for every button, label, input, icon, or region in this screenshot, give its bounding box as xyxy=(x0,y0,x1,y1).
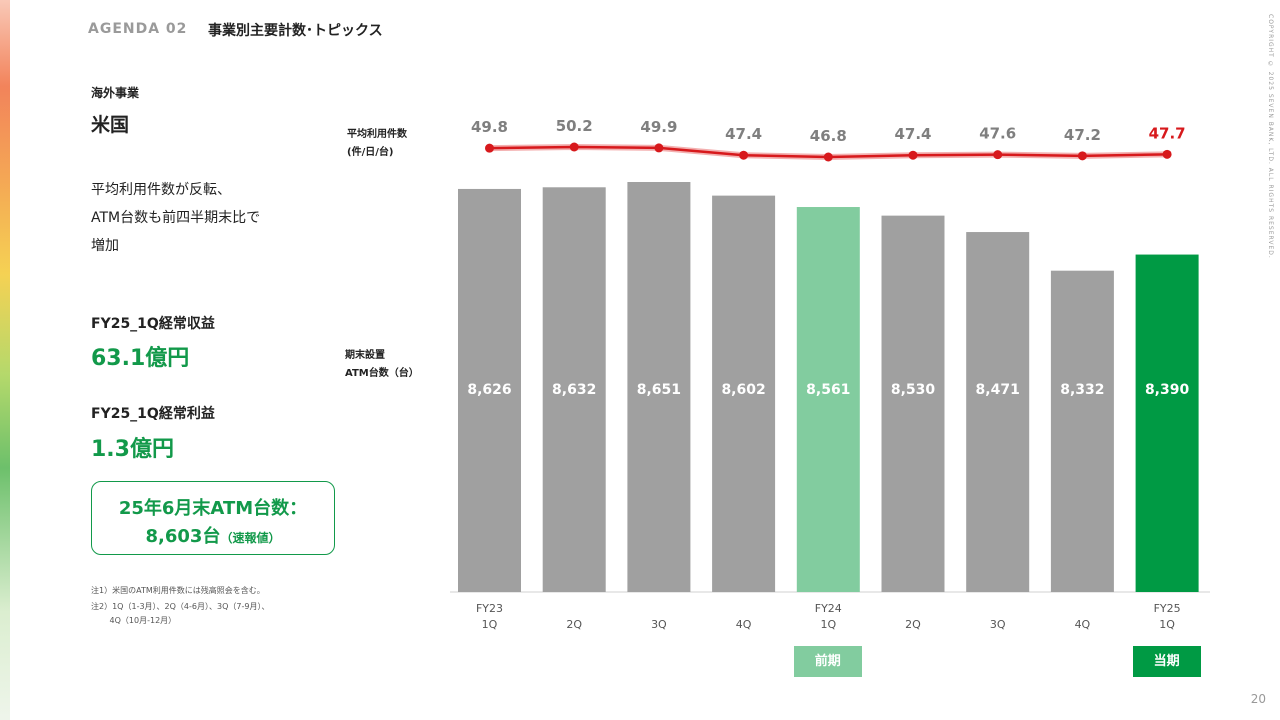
page-number: 20 xyxy=(1250,692,1266,706)
bar-value-label: 8,561 xyxy=(806,382,850,398)
copyright-notice: COPYRIGHT © 2025 SEVEN BANK, LTD. ALL RI… xyxy=(1267,14,1274,259)
badge-previous-period: 前期 xyxy=(793,646,862,677)
x-tick-label: 4Q xyxy=(736,618,752,631)
atm-count-callout: 25年6月末ATM台数： 8,603台（速報値） xyxy=(91,481,335,555)
line-point xyxy=(654,143,664,153)
line-value-label: 47.4 xyxy=(725,125,762,143)
bar xyxy=(458,188,521,592)
bar xyxy=(712,195,776,593)
atm-chart: 8,626 FY23 1Q 8,632 2Q 8,651 3Q 8,602 4Q 8,561 FY2… xyxy=(450,117,1210,631)
line-value-label: 47.4 xyxy=(894,125,931,143)
bar-value-label: 8,471 xyxy=(976,382,1020,398)
line-value-label: 47.7 xyxy=(1149,124,1186,142)
bar xyxy=(1050,270,1114,592)
summary-line: 平均利用件数が反転、 xyxy=(91,182,231,198)
line-axis-label: 平均利用件数 (件/日/台) xyxy=(347,126,407,162)
line-point xyxy=(569,142,579,152)
bar-value-label: 8,332 xyxy=(1060,382,1104,398)
line-value-label: 47.2 xyxy=(1064,126,1101,144)
note-1: 注1）米国のATM利用件数には残高照会を含む。 xyxy=(91,586,265,595)
bar-value-label: 8,530 xyxy=(891,382,936,398)
line-value-label: 50.2 xyxy=(556,117,593,135)
note-2: 注2）1Q（1-3月）、2Q（4-6月）、3Q（7-9月）、 xyxy=(91,602,270,611)
bar xyxy=(542,187,606,593)
line-point xyxy=(1162,149,1172,159)
note-3: 4Q（10月-12月） xyxy=(91,616,177,625)
bar-axis-label-line: ATM台数（台） xyxy=(345,368,419,379)
bar-axis-label-line: 期末設置 xyxy=(345,350,385,361)
x-tick-label: 1Q xyxy=(820,618,836,631)
bar xyxy=(966,232,1030,592)
x-tick-label: 2Q xyxy=(566,618,582,631)
x-tick-label: 1Q xyxy=(1159,618,1175,631)
bar xyxy=(796,207,860,592)
bar xyxy=(881,215,945,592)
line-point xyxy=(993,150,1003,160)
x-tick-label: 4Q xyxy=(1075,618,1091,631)
x-tick-label: FY25 xyxy=(1154,602,1181,615)
badge-current-period: 当期 xyxy=(1132,646,1201,677)
bar xyxy=(1135,254,1199,592)
line-value-label: 46.8 xyxy=(810,127,847,145)
callout-line1: 25年6月末ATM台数： xyxy=(118,498,308,519)
edge-gradient-strip xyxy=(0,0,10,720)
bar-value-label: 8,390 xyxy=(1145,382,1190,398)
bar-value-label: 8,632 xyxy=(552,382,596,398)
callout-count: 8,603台 xyxy=(145,526,221,547)
summary-line: ATM台数も前四半期末比で xyxy=(91,210,261,226)
segment-label: 海外事業 xyxy=(91,86,140,100)
bar xyxy=(627,182,691,592)
line-point xyxy=(1077,151,1087,161)
line-point xyxy=(485,143,494,153)
region-title: 米国 xyxy=(91,114,130,136)
x-tick-label: 2Q xyxy=(905,618,921,631)
page-title: 事業別主要計数･トピックス xyxy=(208,23,383,39)
revenue-value: 63.1億円 xyxy=(91,346,190,371)
x-tick-label: 3Q xyxy=(990,618,1006,631)
bar-value-label: 8,626 xyxy=(467,382,511,398)
line-axis-label-line: (件/日/台) xyxy=(347,147,394,158)
x-tick-label: FY23 xyxy=(476,602,503,615)
line-value-label: 49.9 xyxy=(640,118,677,136)
profit-value: 1.3億円 xyxy=(91,437,174,462)
bar-value-label: 8,602 xyxy=(721,382,765,398)
line-axis-label-line: 平均利用件数 xyxy=(347,129,407,140)
summary-text: 平均利用件数が反転、 ATM台数も前四半期末比で 増加 xyxy=(91,176,331,260)
x-tick-label: 3Q xyxy=(651,618,667,631)
x-tick-label: 1Q xyxy=(482,618,498,631)
line-point xyxy=(908,150,918,160)
line-value-label: 47.6 xyxy=(979,125,1016,143)
bar-value-label: 8,651 xyxy=(637,382,681,398)
callout-preliminary: （速報値） xyxy=(220,531,281,545)
line-point xyxy=(739,150,749,160)
agenda-label: AGENDA 02 xyxy=(88,21,188,37)
x-tick-label: FY24 xyxy=(815,602,842,615)
callout-line2: 8,603台（速報値） xyxy=(92,522,334,548)
line-value-label: 49.8 xyxy=(471,118,508,136)
profit-label: FY25_1Q経常利益 xyxy=(91,406,215,422)
summary-line: 増加 xyxy=(91,238,119,254)
line-point xyxy=(823,152,833,162)
revenue-label: FY25_1Q経常収益 xyxy=(91,316,215,332)
bar-axis-label: 期末設置 ATM台数（台） xyxy=(345,347,419,383)
